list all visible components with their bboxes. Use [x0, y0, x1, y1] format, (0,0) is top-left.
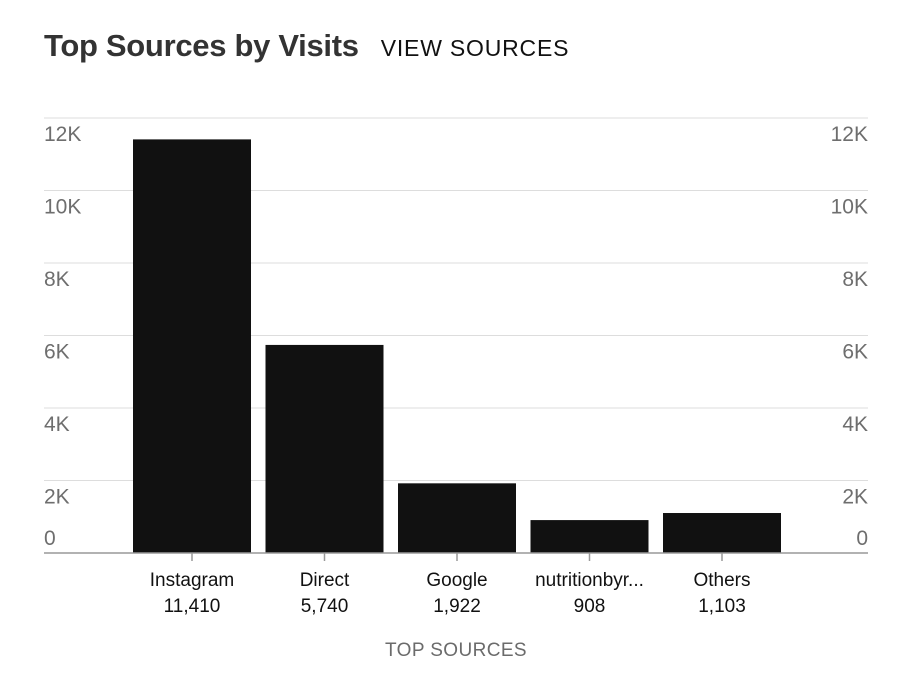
- chart-title: Top Sources by Visits: [44, 28, 359, 63]
- y-tick-label-left: 4K: [44, 413, 70, 436]
- bar-others[interactable]: [663, 513, 781, 553]
- category-label: Google: [426, 570, 487, 591]
- category-value-label: 908: [574, 596, 606, 617]
- category-label: Direct: [300, 570, 350, 591]
- category-label: Instagram: [150, 570, 234, 591]
- bars: [133, 139, 781, 553]
- y-axis-left: 0 2K 4K 6K 8K 10K 12K: [44, 123, 81, 550]
- chart-header: Top Sources by Visits VIEW SOURCES: [44, 28, 569, 64]
- bar-nutritionbyr[interactable]: [530, 520, 649, 553]
- category-value-label: 1,922: [433, 596, 481, 617]
- y-axis-right: 0 2K 4K 6K 8K 10K 12K: [831, 123, 868, 550]
- category-value-label: 11,410: [164, 596, 221, 617]
- x-axis: [44, 552, 868, 561]
- y-tick-label-right: 2K: [842, 486, 868, 509]
- category-label: nutritionbyr...: [535, 570, 644, 591]
- y-tick-label-left: 8K: [44, 268, 70, 291]
- y-tick-label-left: 6K: [44, 341, 70, 364]
- y-tick-label-right: 10K: [831, 196, 868, 219]
- x-axis-labels: Instagram 11,410 Direct 5,740 Google 1,922 nut…: [150, 570, 751, 617]
- bar-direct[interactable]: [265, 344, 384, 553]
- y-tick-label-left: 2K: [44, 486, 70, 509]
- category-value-label: 1,103: [698, 596, 746, 617]
- y-tick-label-right: 6K: [842, 341, 868, 364]
- x-axis-title: TOP SOURCES: [385, 640, 527, 661]
- y-tick-label-right: 8K: [842, 268, 868, 291]
- y-tick-label-left: 0: [44, 527, 56, 550]
- y-tick-label-right: 12K: [831, 123, 868, 146]
- y-tick-label-left: 12K: [44, 123, 81, 146]
- category-value-label: 5,740: [301, 596, 349, 617]
- y-tick-label-right: 4K: [842, 413, 868, 436]
- category-label: Others: [693, 570, 750, 591]
- y-tick-label-left: 10K: [44, 196, 81, 219]
- bar-instagram[interactable]: [133, 139, 251, 553]
- bar-google[interactable]: [398, 483, 516, 553]
- y-tick-label-right: 0: [856, 527, 868, 550]
- view-sources-link[interactable]: VIEW SOURCES: [380, 35, 570, 61]
